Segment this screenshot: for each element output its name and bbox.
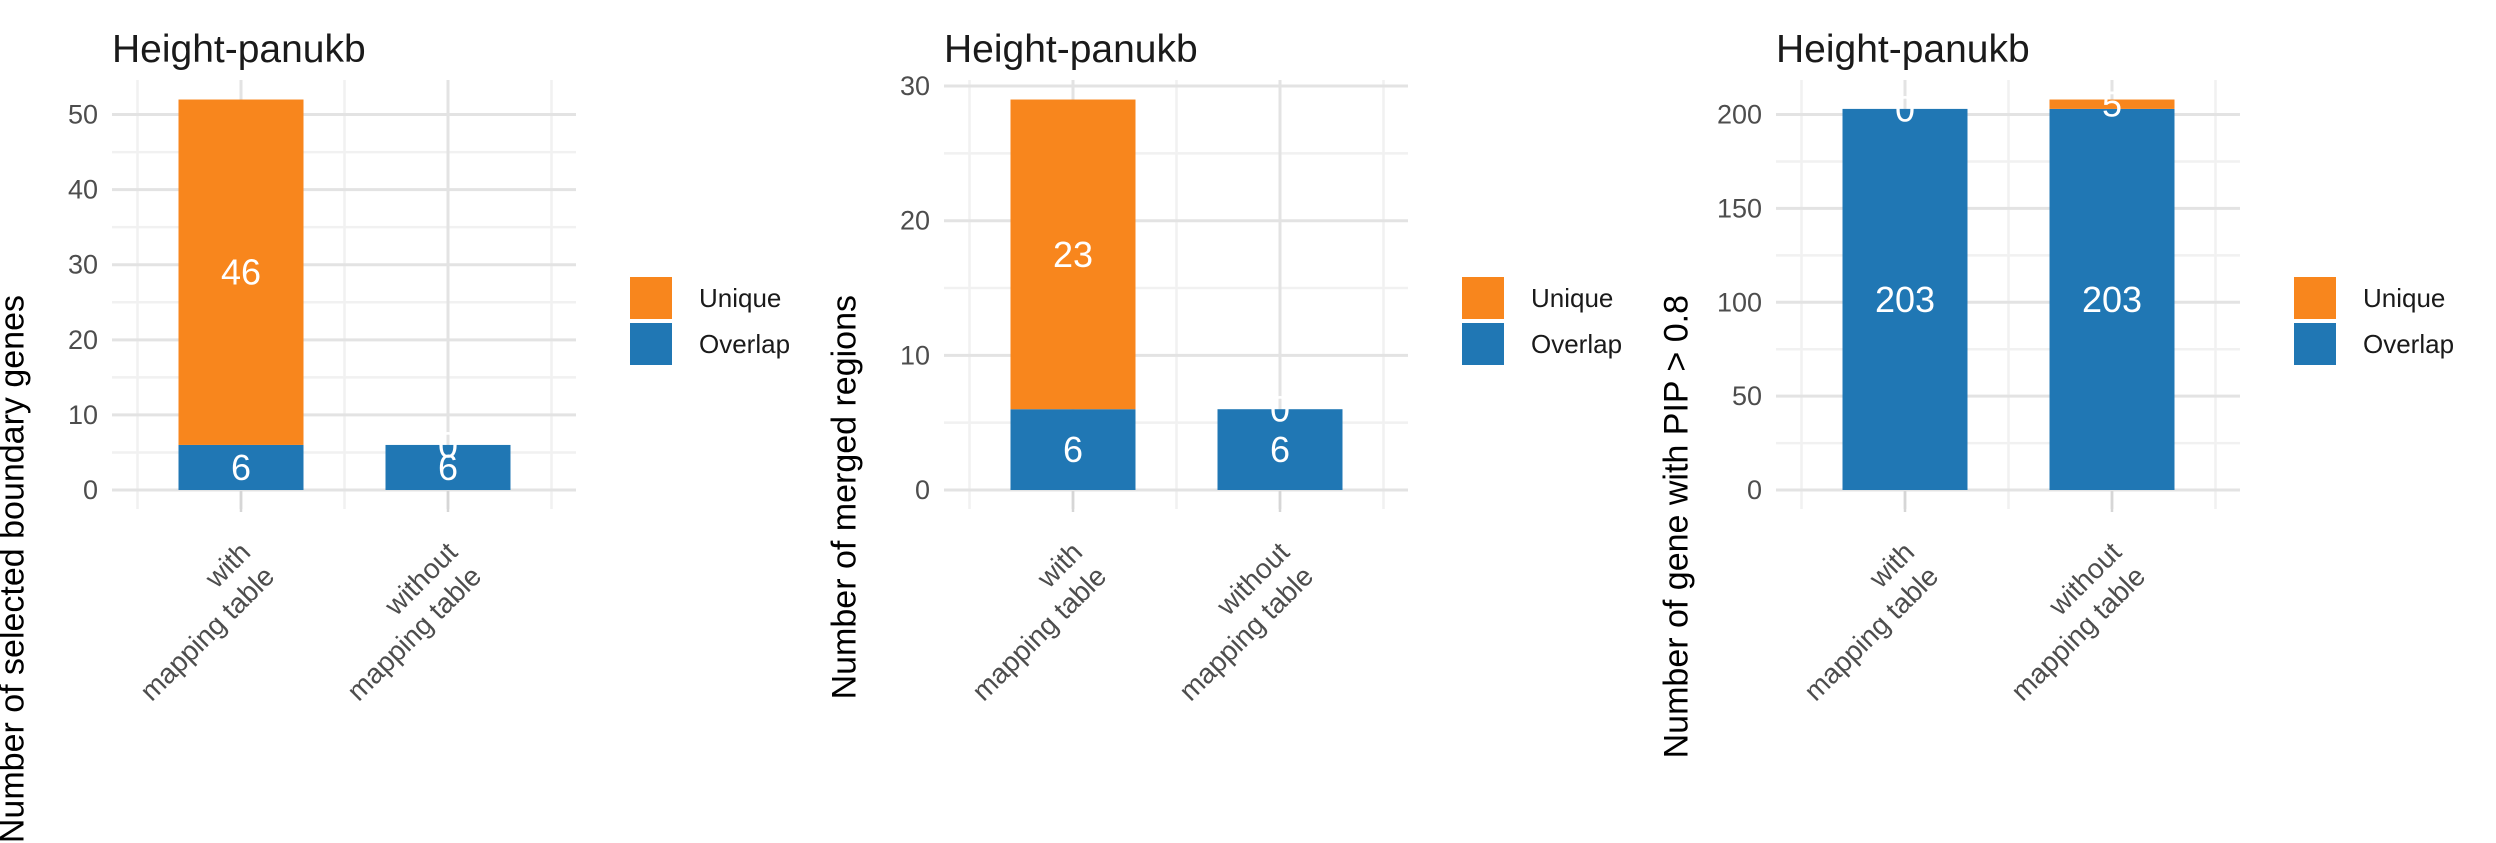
unique-swatch-icon [2294, 277, 2336, 319]
y-tick-label: 50 [68, 100, 98, 130]
y-tick-labels: 0 50 100 150 200 [1717, 100, 1762, 505]
overlap-swatch-icon [2294, 323, 2336, 365]
bar-segment-unique [2049, 99, 2175, 109]
y-tick-label: 0 [83, 475, 98, 505]
y-tick-label: 0 [1747, 475, 1762, 505]
y-tick-label: 10 [68, 400, 98, 430]
bar-value-label: 6 [1063, 429, 1083, 470]
y-tick-label: 20 [68, 325, 98, 355]
legend-item-overlap: Overlap [630, 323, 790, 365]
y-tick-labels: 0 10 20 30 40 50 [68, 100, 98, 505]
legend-label: Overlap [1531, 328, 1623, 359]
bar-segment-overlap [178, 444, 304, 490]
y-tick-label: 100 [1717, 287, 1762, 317]
bars [178, 99, 511, 490]
chart-panel-3: 203 0 203 5 0 50 100 150 200 with mapping table wit… [1657, 0, 2496, 768]
x-tick-label-line: mapping table [1798, 560, 1944, 706]
y-tick-label: 20 [900, 206, 930, 236]
x-tick-marks [1903, 491, 2114, 512]
bar-segment-overlap [1010, 409, 1136, 490]
chart-title: Height-panukb [944, 28, 1198, 71]
bar-value-label: 0 [1895, 88, 1915, 129]
y-tick-label: 0 [915, 475, 930, 505]
y-tick-labels: 0 10 20 30 [900, 71, 930, 505]
chart-panel-1: 6 46 6 0 0 10 20 30 40 50 with mapping table without… [0, 0, 832, 843]
bar-value-label: 203 [2082, 279, 2142, 320]
bar-labels: 203 0 203 5 [1875, 84, 2142, 320]
chart-title: Height-panukb [1776, 28, 2030, 71]
bar-segment-overlap [1842, 108, 1968, 491]
y-tick-label: 50 [1732, 381, 1762, 411]
chart-panel-2: 6 23 6 0 0 10 20 30 with mapping table without mapp… [825, 0, 1664, 768]
x-tick-label-line: mapping table [966, 560, 1112, 706]
y-tick-label: 200 [1717, 100, 1762, 130]
overlap-swatch-icon [630, 323, 672, 365]
bar-value-label: 46 [221, 252, 261, 293]
bar-value-label: 203 [1875, 279, 1935, 320]
x-tick-marks [239, 491, 450, 512]
unique-swatch-icon [630, 277, 672, 319]
bar-value-label: 6 [438, 447, 458, 488]
chart-title: Height-panukb [112, 28, 366, 71]
unique-swatch-icon [1462, 277, 1504, 319]
legend-label: Unique [1531, 282, 1614, 313]
bar-value-label: 0 [1270, 389, 1290, 430]
x-tick-marks [1071, 491, 1282, 512]
bar-segment-overlap [1217, 409, 1343, 490]
bar-value-label: 6 [231, 447, 251, 488]
bar-value-label: 6 [1270, 429, 1290, 470]
bar-value-label: 5 [2102, 84, 2122, 125]
y-tick-label: 30 [900, 71, 930, 101]
legend-label: Overlap [699, 328, 791, 359]
bar-segment-overlap [385, 444, 511, 490]
bar-value-label: 0 [438, 424, 458, 465]
y-tick-label: 30 [68, 250, 98, 280]
legend-item-unique: Unique [1462, 277, 1622, 319]
bar-value-label: 23 [1053, 234, 1093, 275]
legend-label: Overlap [2363, 328, 2455, 359]
legend-label: Unique [2363, 282, 2446, 313]
y-tick-label: 40 [68, 175, 98, 205]
legend: Unique Overlap [1462, 277, 1622, 365]
bar-segment-unique [1010, 99, 1136, 410]
legend-item-overlap: Overlap [2294, 323, 2454, 365]
y-tick-label: 10 [900, 340, 930, 370]
legend-item-unique: Unique [2294, 277, 2454, 319]
bar-segment-unique [178, 99, 304, 445]
legend-item-unique: Unique [630, 277, 790, 319]
legend-label: Unique [699, 282, 782, 313]
legend-item-overlap: Overlap [1462, 323, 1622, 365]
bars [1010, 99, 1343, 490]
legend: Unique Overlap [2294, 277, 2454, 365]
overlap-swatch-icon [1462, 323, 1504, 365]
bar-segment-overlap [2049, 108, 2175, 491]
y-tick-label: 150 [1717, 193, 1762, 223]
x-tick-label-line: mapping table [134, 560, 280, 706]
bars [1842, 99, 2175, 491]
legend: Unique Overlap [630, 277, 790, 365]
